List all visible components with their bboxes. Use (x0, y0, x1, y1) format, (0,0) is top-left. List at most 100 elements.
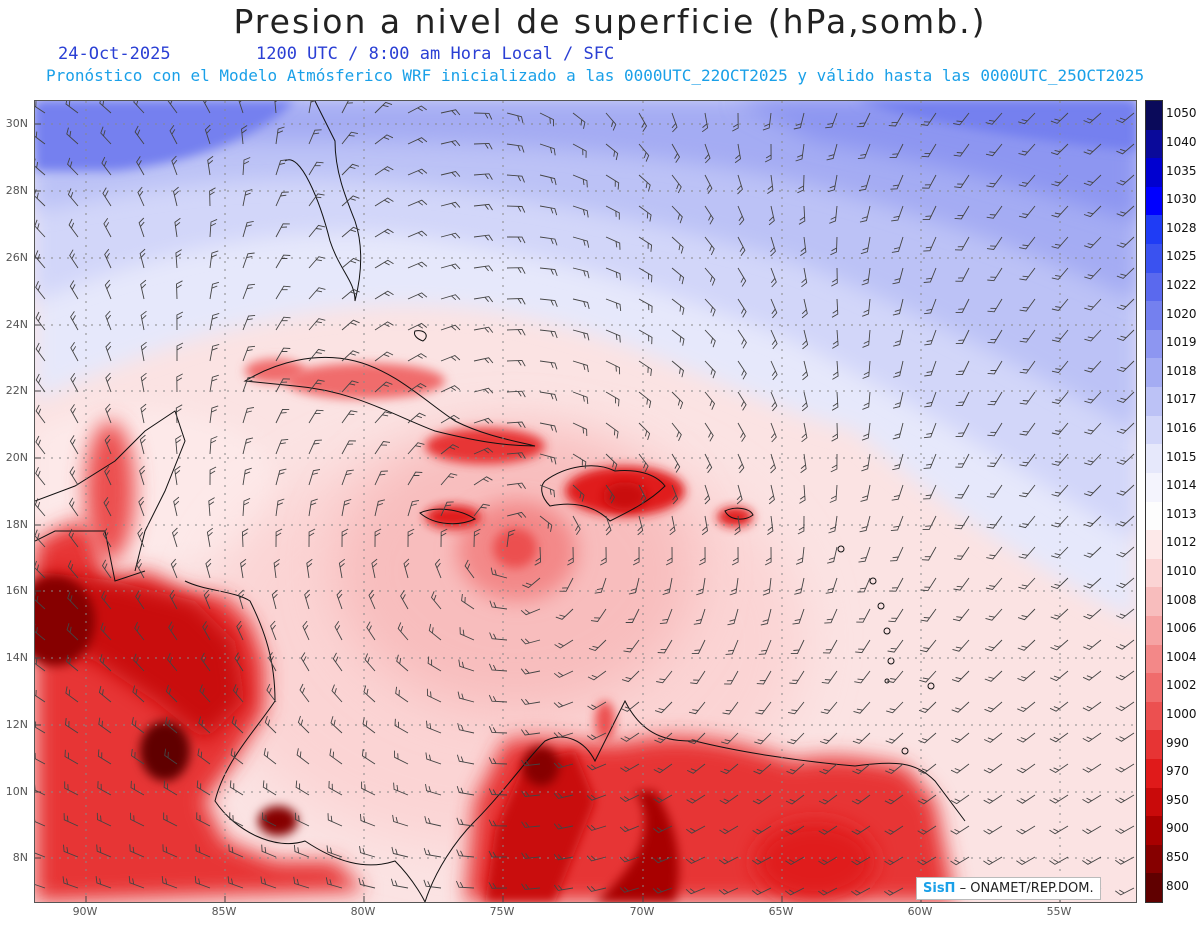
wind-barb (887, 639, 904, 653)
wind-barb (852, 732, 871, 744)
wind-barb (671, 329, 685, 346)
wind-barb (407, 412, 426, 424)
wind-barb (1018, 143, 1036, 156)
wind-barb (425, 784, 442, 796)
wind-barb (652, 856, 673, 864)
wind-barb (459, 627, 475, 641)
wind-barb (686, 825, 706, 834)
wind-barb (704, 484, 711, 505)
wind-barb (736, 174, 743, 195)
wind-barb (762, 577, 772, 596)
wind-barb (374, 197, 394, 207)
wind-barb (955, 329, 970, 345)
colorbar-label: 1004 (1166, 649, 1197, 664)
wind-barb (35, 404, 46, 424)
wind-barb (623, 639, 640, 653)
wind-barb (594, 577, 607, 594)
credit-box: SisΠ – ONAMET/REP.DOM. (916, 877, 1101, 900)
wind-barb (35, 592, 46, 610)
wind-barb (1050, 608, 1069, 620)
wind-barb (1116, 112, 1135, 124)
wind-barb (671, 143, 681, 163)
wind-barb (688, 701, 706, 715)
wind-barb (737, 453, 745, 474)
wind-barb (659, 608, 673, 625)
wind-barb (105, 310, 112, 331)
wind-barb (1116, 174, 1135, 186)
wind-barb (1016, 856, 1036, 866)
wind-barb (987, 298, 1003, 313)
wind-barb (605, 515, 612, 536)
wind-barb (35, 250, 46, 269)
wind-barb (308, 439, 322, 455)
colorbar-label: 1017 (1166, 392, 1197, 407)
wind-barb (275, 159, 288, 176)
wind-barb (174, 217, 181, 238)
wind-barb (825, 112, 838, 129)
wind-barb (1115, 732, 1135, 742)
wind-barb (275, 378, 290, 393)
wind-barb (1050, 670, 1069, 682)
wind-barb (426, 720, 442, 734)
wind-barb (242, 437, 254, 455)
colorbar-cell (1146, 644, 1162, 674)
wind-barb (209, 405, 219, 424)
wind-barb (260, 876, 277, 889)
wind-barb (671, 391, 684, 410)
wind-barb (407, 199, 428, 207)
wind-barb (605, 174, 620, 190)
wind-barb (1082, 701, 1102, 712)
wind-barb (621, 701, 640, 712)
wind-barb (104, 248, 112, 269)
wind-barb (489, 600, 508, 610)
wind-barb (506, 298, 526, 305)
wind-barb (175, 435, 182, 455)
wind-barb (165, 716, 178, 734)
wind-barb (986, 236, 1003, 250)
wind-barb (65, 101, 79, 114)
wind-barb (105, 403, 112, 424)
wind-barb (572, 298, 590, 310)
wind-barb (653, 794, 673, 804)
wind-barb (586, 763, 607, 771)
colorbar-label: 1040 (1166, 134, 1197, 149)
colorbar-label: 1019 (1166, 335, 1197, 350)
wind-barb (734, 143, 741, 164)
lon-label-55w: 55W (1046, 905, 1072, 918)
wind-barb (133, 653, 145, 672)
wind-barb (423, 847, 442, 858)
wind-barb (890, 546, 904, 562)
wind-barb (954, 205, 970, 220)
wind-barb (1049, 763, 1069, 774)
wind-barb (755, 701, 772, 715)
wind-barb (652, 825, 673, 834)
wind-barb (341, 288, 360, 300)
wind-barb (891, 236, 904, 253)
colorbar-cell (1146, 472, 1162, 502)
wind-barb (131, 748, 145, 765)
wind-barb (400, 590, 409, 610)
wind-barb (99, 101, 112, 114)
wind-barb (590, 608, 607, 622)
lon-label-60w: 60W (907, 905, 933, 918)
wind-barb (638, 236, 653, 252)
wind-barb (767, 174, 774, 194)
wind-barb (275, 347, 291, 362)
wind-barb (605, 112, 617, 131)
wind-barb (827, 174, 838, 193)
colorbar-label: 1020 (1166, 306, 1197, 321)
colorbar-cell (1146, 816, 1162, 846)
colorbar-cell (1146, 387, 1162, 417)
wind-barb (984, 701, 1003, 713)
lat-label-10n: 10N (5, 785, 28, 798)
wind-barb (35, 101, 46, 114)
wind-barb (35, 435, 46, 455)
colorbar-label: 1016 (1166, 420, 1197, 435)
wind-barb (231, 716, 244, 734)
wind-barb (1083, 608, 1102, 620)
wind-barb (488, 819, 508, 827)
wind-barb (818, 825, 838, 835)
colorbar-label: 1025 (1166, 249, 1197, 264)
colorbar-cell (1146, 530, 1162, 560)
wind-barb (638, 205, 652, 222)
